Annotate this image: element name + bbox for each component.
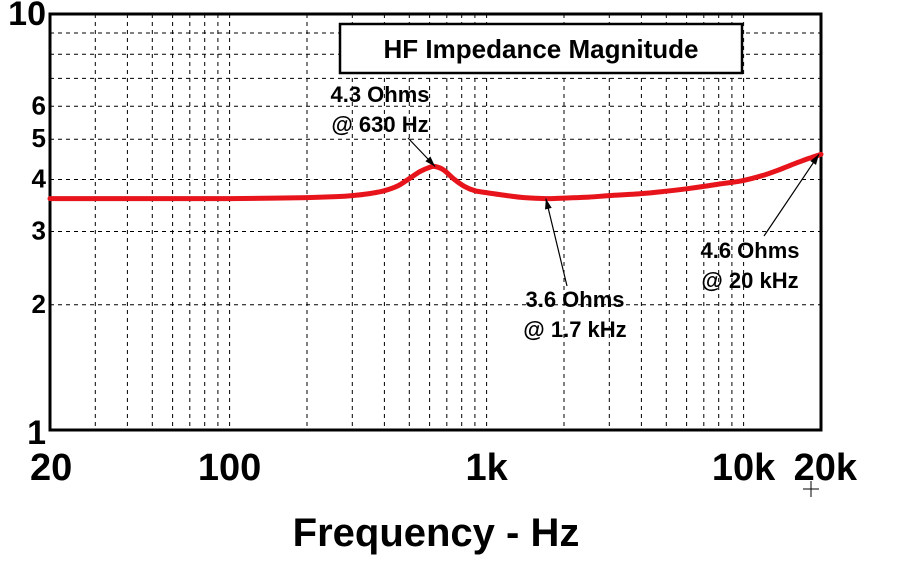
x-axis-label: Frequency - Hz: [293, 511, 580, 555]
y-tick-label: 10: [8, 0, 46, 33]
annotation-leader: [545, 198, 568, 287]
title-box: HF Impedance Magnitude: [338, 22, 744, 75]
x-tick-label: 10k: [712, 447, 776, 489]
x-tick-label: 100: [198, 447, 261, 489]
annotation-arrowhead: [545, 198, 552, 210]
annotation-value: 4.6 Ohms: [700, 238, 799, 263]
x-tick-label: 20k: [794, 447, 858, 489]
chart-title: HF Impedance Magnitude: [384, 34, 699, 64]
annotation-arrowhead: [425, 156, 436, 167]
y-tick-label: 5: [32, 123, 46, 153]
x-tick-label: 20: [30, 447, 72, 489]
annotations: 4.3 Ohms @ 630 Hz 3.6 Ohms @ 1.7 kHz 4.6 Ohm…: [330, 82, 820, 342]
annotation-location: @ 1.7 kHz: [523, 317, 626, 342]
annotation-2: 3.6 Ohms @ 1.7 kHz: [523, 198, 627, 342]
grid: [50, 14, 821, 430]
annotation-location: @ 20 kHz: [701, 268, 798, 293]
annotation-1: 4.3 Ohms @ 630 Hz: [330, 82, 436, 167]
y-axis-ticks: 1 2 3 4 56 10: [8, 0, 46, 452]
annotation-arrowhead: [810, 154, 819, 165]
annotation-value: 4.3 Ohms: [330, 82, 429, 107]
y-tick-label: 6: [32, 90, 46, 120]
x-axis-ticks: 20 100 1k 10k 20k: [30, 447, 858, 489]
cursor-crosshair-icon: [803, 481, 819, 497]
annotation-value: 3.6 Ohms: [525, 287, 624, 312]
y-tick-label: 1: [27, 414, 46, 452]
annotation-leader: [763, 153, 820, 237]
impedance-curve: [47, 151, 824, 202]
y-tick-label: 4: [32, 164, 47, 194]
y-tick-label: 3: [32, 216, 46, 246]
title-frame: [338, 22, 744, 75]
x-tick-label: 1k: [465, 447, 508, 489]
annotation-3: 4.6 Ohms @ 20 kHz: [700, 153, 820, 293]
annotation-location: @ 630 Hz: [331, 112, 428, 137]
plot-frame: [48, 12, 823, 432]
y-tick-label: 2: [32, 289, 46, 319]
